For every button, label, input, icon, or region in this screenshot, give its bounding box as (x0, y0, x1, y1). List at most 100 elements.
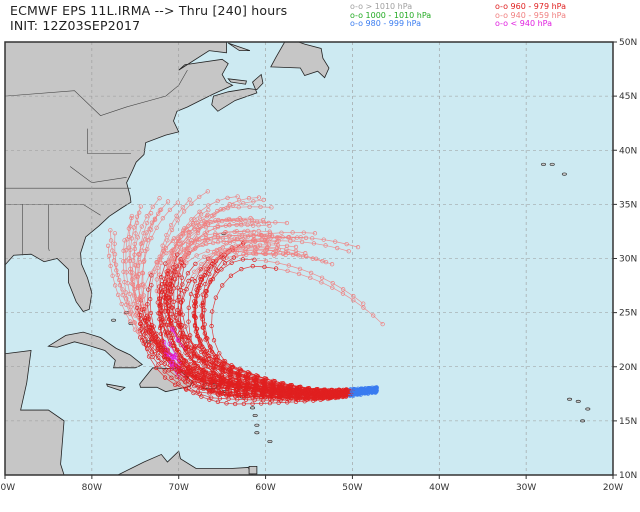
track-point (176, 310, 182, 316)
track-segment (254, 389, 264, 391)
island (561, 172, 567, 176)
track-point (181, 263, 187, 268)
track-point (222, 261, 228, 266)
track-point (180, 331, 186, 336)
track-point (182, 247, 187, 252)
track-point (198, 267, 203, 272)
track-segment (170, 267, 174, 281)
track-point (260, 217, 266, 223)
track-point (138, 327, 143, 332)
track-point (178, 330, 183, 336)
track-segment (209, 399, 218, 403)
track-point (132, 294, 137, 299)
track-point (200, 242, 205, 248)
track-point (193, 304, 199, 309)
track-segment (192, 218, 201, 224)
track-segment (171, 307, 176, 321)
legend-item-980-999: o-o 980 - 999 hPa (350, 19, 422, 28)
track-point (121, 248, 126, 253)
track-segment (205, 281, 211, 296)
track-point (113, 262, 119, 267)
track-point (175, 218, 180, 223)
track-point (157, 257, 162, 262)
track-point (145, 246, 150, 252)
track-point (183, 324, 188, 329)
track-point (132, 327, 138, 332)
track-segment (173, 254, 178, 268)
island (567, 397, 573, 401)
track-segment (162, 270, 169, 285)
track-point (278, 393, 283, 398)
track-point (320, 389, 325, 395)
lat-label: 30N (619, 255, 637, 265)
track-point (137, 295, 143, 301)
track-point (245, 380, 250, 385)
track-point (179, 275, 184, 280)
track-point (227, 240, 233, 245)
track-point (175, 337, 180, 343)
track-segment (290, 391, 299, 394)
track-point (130, 270, 135, 275)
track-point (207, 279, 213, 285)
track-segment (338, 393, 346, 395)
track-point (240, 257, 246, 262)
track-point (216, 385, 221, 391)
track-segment (161, 291, 163, 306)
track-segment (211, 397, 220, 399)
track-point (188, 361, 194, 367)
track-point (262, 387, 267, 392)
track-segment (165, 251, 172, 264)
track-point (267, 223, 272, 229)
track-segment (145, 344, 153, 352)
track-segment (290, 387, 299, 389)
track-point (235, 194, 240, 199)
track-segment (238, 393, 248, 395)
track-point (164, 232, 169, 238)
track-segment (238, 385, 248, 388)
track-point (177, 238, 182, 243)
track-point (177, 371, 182, 376)
track-point (142, 258, 147, 263)
lon-label: 50W (342, 483, 362, 493)
track-point (150, 354, 155, 360)
track-segment (169, 354, 179, 366)
track-point (361, 301, 366, 306)
track-point (185, 370, 190, 376)
track-segment (153, 326, 159, 340)
track-segment (160, 326, 163, 341)
track-segment (211, 325, 215, 341)
track-point (149, 339, 154, 344)
track-segment (211, 311, 213, 327)
lat-label: 10N (619, 471, 637, 481)
track-point (138, 316, 143, 322)
track-segment (239, 373, 248, 377)
track-point (295, 397, 301, 403)
lat-label: 45N (619, 92, 637, 102)
track-segment (158, 277, 162, 292)
track-point (154, 288, 159, 294)
track-point (210, 240, 216, 246)
track-segment (150, 312, 154, 327)
track-point (238, 221, 243, 226)
track-segment (337, 395, 345, 398)
track-point (228, 368, 234, 373)
track-point (237, 393, 242, 398)
track-point (143, 237, 148, 242)
track-point (203, 235, 209, 241)
track-point (199, 381, 205, 387)
track-point (127, 319, 133, 324)
track-point (247, 204, 252, 209)
track-point (256, 195, 262, 200)
track-point (244, 249, 249, 255)
island (252, 413, 258, 417)
track-segment (263, 390, 272, 392)
track-point (296, 386, 302, 391)
track-point (145, 302, 150, 307)
lon-label: 90W (0, 483, 15, 493)
lon-label: 70W (169, 483, 189, 493)
track-point (121, 259, 126, 264)
track-point (159, 318, 165, 323)
track-point (263, 239, 268, 245)
track-point (253, 382, 259, 388)
track-point (138, 241, 144, 246)
